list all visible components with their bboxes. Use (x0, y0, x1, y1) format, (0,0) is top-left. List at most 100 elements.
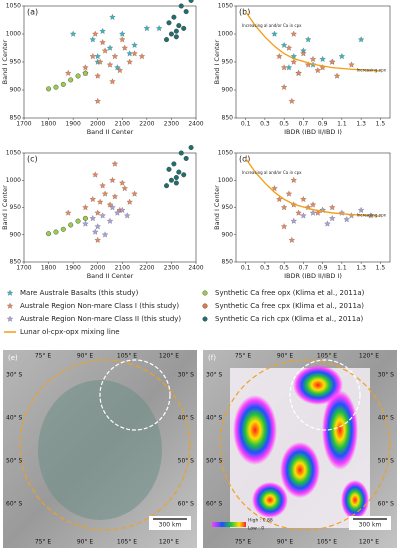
star-point (89, 36, 96, 43)
star-point (114, 209, 121, 216)
y-tick-label: 1050 (218, 150, 233, 157)
circle-point (173, 180, 179, 186)
mixing-line (245, 158, 381, 217)
x-tick-label: 1700 (16, 265, 31, 272)
star-point (97, 58, 104, 65)
lat-label: 30° S (178, 372, 195, 379)
circle-point (176, 23, 182, 29)
star-point (295, 209, 302, 216)
lon-label: 120° E (159, 539, 179, 546)
star-point (276, 53, 283, 60)
star-point (329, 204, 336, 211)
y-axis-label: Band I Center (1, 185, 9, 230)
y-axis-label: Band I Center (213, 39, 221, 84)
colorbar-label: High : 0.88 (248, 518, 273, 524)
star-point (343, 216, 350, 223)
star-point (290, 217, 297, 224)
star-point (114, 64, 121, 71)
y-tick-label: 1000 (6, 177, 21, 184)
star-point (109, 176, 116, 183)
lat-label: 30° S (378, 372, 395, 379)
circle-point (171, 161, 177, 167)
star-point (290, 30, 297, 37)
circle-point (46, 231, 52, 237)
circle-point (188, 0, 194, 3)
star-point (290, 58, 297, 65)
star-point (319, 55, 326, 62)
legend-label: Synthetic Ca rich cpx (Klima et al., 201… (215, 315, 364, 323)
circle-point (173, 28, 179, 34)
star-point (82, 64, 89, 71)
x-tick-label: 0.1 (241, 265, 251, 272)
x-tick-label: 1.3 (356, 265, 366, 272)
circle-point (168, 177, 174, 183)
star-point (109, 13, 116, 20)
lon-label: 90° E (77, 353, 94, 360)
scale-label: 300 km (359, 522, 382, 529)
x-axis-label: Band II Center (87, 128, 134, 136)
y-tick-label: 900 (10, 87, 22, 94)
mixing-line (245, 11, 381, 72)
circle-point (53, 229, 59, 235)
sample-cluster (38, 380, 162, 520)
panel-label: (c) (27, 155, 38, 164)
lon-label: 75° E (235, 353, 252, 360)
circle-point (183, 9, 189, 15)
lat-label: 30° S (6, 372, 23, 379)
x-tick-label: 2400 (188, 121, 203, 128)
annotation: Increasing opx (357, 67, 387, 72)
star-point (99, 27, 106, 34)
lon-label: 105° E (317, 539, 337, 546)
circle-point (168, 31, 174, 37)
legend-marker (202, 290, 208, 296)
star-point (155, 25, 163, 32)
star-point (111, 193, 119, 200)
star-point (280, 41, 288, 48)
star-point (116, 67, 123, 74)
circle-point (82, 215, 88, 221)
star-point (121, 44, 128, 51)
circle-point (164, 37, 170, 43)
star-point (333, 72, 341, 79)
y-tick-label: 1000 (218, 177, 233, 184)
heat-blob (322, 390, 358, 470)
panel-label: (b) (239, 8, 250, 17)
circle-point (176, 169, 182, 175)
star-point (99, 182, 106, 189)
star-point (357, 36, 365, 43)
star-point (101, 47, 109, 54)
legend-marker (6, 289, 14, 296)
x-axis-label: IBDR (IBD II/IBD I) (284, 272, 342, 280)
y-tick-label: 850 (10, 115, 22, 122)
x-tick-label: 0.3 (260, 265, 270, 272)
circle-point (171, 14, 177, 20)
circle-point (164, 183, 170, 189)
y-tick-label: 1050 (6, 3, 21, 10)
star-point (109, 204, 116, 211)
heat-blob (252, 482, 288, 518)
lon-label: 105° E (317, 353, 337, 360)
star-point (109, 78, 116, 85)
legend-label: Mare Australe Basalts (this study) (20, 289, 139, 297)
star-point (94, 236, 101, 243)
circle-point (166, 20, 172, 26)
heat-blob (293, 365, 343, 405)
star-point (106, 44, 114, 51)
circle-point (60, 226, 66, 232)
star-point (305, 36, 312, 43)
star-point (119, 36, 126, 43)
lat-label: 50° S (206, 458, 223, 465)
y-tick-label: 900 (222, 231, 234, 238)
star-point (131, 41, 138, 48)
star-point (280, 83, 288, 90)
legend-label: Synthetic Ca free opx (Klima et al., 201… (215, 289, 365, 297)
star-point (280, 223, 288, 230)
y-tick-label: 850 (222, 259, 234, 266)
star-point (119, 30, 126, 37)
lon-label: 75° E (35, 353, 52, 360)
x-tick-label: 1800 (41, 265, 56, 272)
star-point (99, 39, 106, 46)
legend-marker (6, 302, 14, 309)
x-tick-label: 2000 (90, 265, 105, 272)
